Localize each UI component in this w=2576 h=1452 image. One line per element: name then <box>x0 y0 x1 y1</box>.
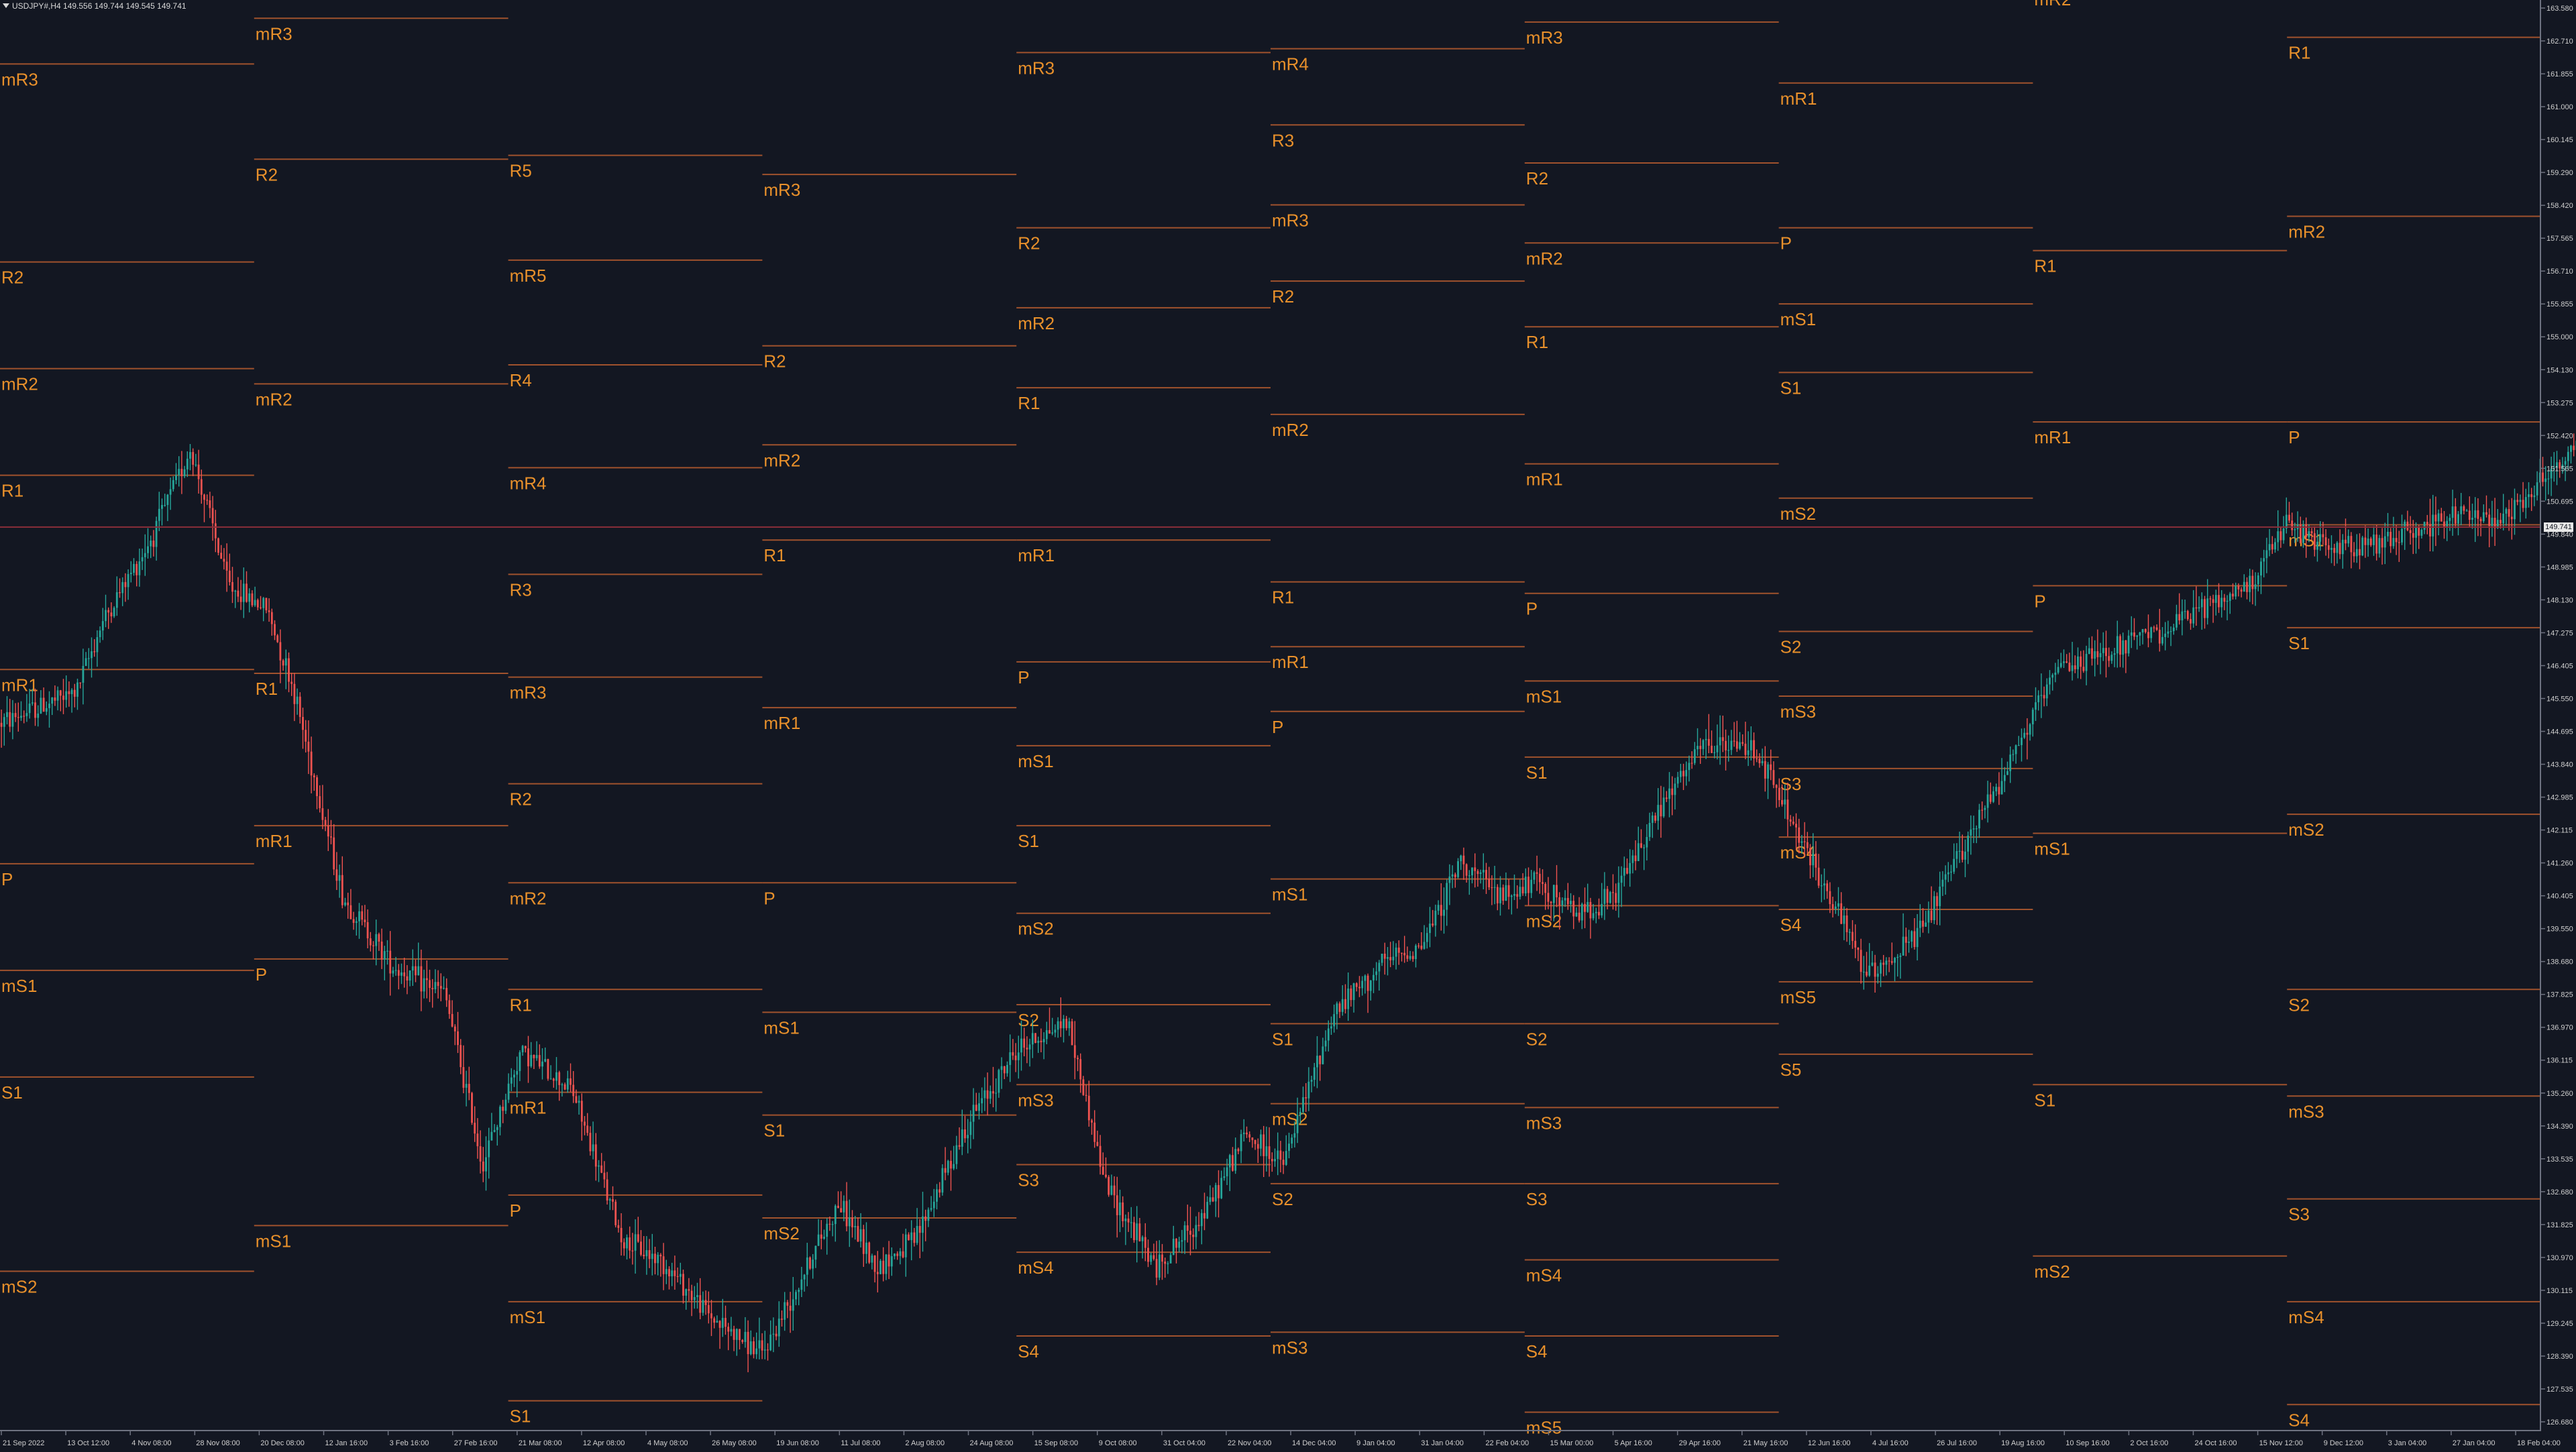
y-axis-tick-label: 160.145 <box>2546 136 2573 144</box>
y-axis-tick-label: 156.710 <box>2546 268 2573 276</box>
x-axis-tick-label: 4 May 08:00 <box>647 1439 688 1447</box>
y-axis-tick-label: 155.855 <box>2546 300 2573 309</box>
x-axis-tick-label: 9 Oct 08:00 <box>1099 1439 1137 1447</box>
y-axis-tick-label: 151.565 <box>2546 465 2573 473</box>
x-axis-tick-label: 15 Nov 12:00 <box>2259 1439 2303 1447</box>
x-axis-tick-label: 26 May 08:00 <box>712 1439 757 1447</box>
candle-body <box>2544 479 2546 482</box>
dropdown-triangle-icon[interactable] <box>3 3 9 8</box>
x-axis-tick-label: 2 Oct 16:00 <box>2130 1439 2168 1447</box>
candle-body <box>2542 473 2544 482</box>
y-axis-tick-label: 134.390 <box>2546 1123 2573 1131</box>
y-axis-tick-label: 152.420 <box>2546 432 2573 440</box>
last-price-tag: 149.741 <box>2544 522 2573 532</box>
x-axis-tick-label: 27 Jan 04:00 <box>2453 1439 2496 1447</box>
y-axis-tick-label: 128.390 <box>2546 1353 2573 1361</box>
x-axis-tick-label: 22 Feb 04:00 <box>1485 1439 1529 1447</box>
x-axis-tick-label: 12 Apr 08:00 <box>583 1439 625 1447</box>
y-axis-tick-label: 154.130 <box>2546 366 2573 374</box>
y-axis-tick-label: 158.420 <box>2546 202 2573 210</box>
x-axis-tick-label: 19 Jun 08:00 <box>776 1439 819 1447</box>
x-axis-tick-label: 15 Mar 00:00 <box>1550 1439 1593 1447</box>
candle-body <box>2570 446 2572 452</box>
y-axis-tick-label: 161.855 <box>2546 70 2573 78</box>
y-axis-tick-label: 159.290 <box>2546 169 2573 177</box>
y-axis-tick-label: 135.260 <box>2546 1090 2573 1098</box>
symbol-quote: USDJPY#,H4 149.556 149.744 149.545 149.7… <box>12 1 186 11</box>
symbol-header[interactable]: USDJPY#,H4 149.556 149.744 149.545 149.7… <box>3 1 186 11</box>
y-axis-tick-label: 161.000 <box>2546 103 2573 111</box>
y-axis-tick-label: 148.130 <box>2546 596 2573 604</box>
x-axis-tick-label: 24 Oct 16:00 <box>2194 1439 2237 1447</box>
x-axis-tick-label: 21 May 16:00 <box>1743 1439 1788 1447</box>
y-axis-tick-label: 132.680 <box>2546 1188 2573 1196</box>
y-axis-tick-label: 127.535 <box>2546 1386 2573 1394</box>
y-axis-tick-label: 140.405 <box>2546 893 2573 901</box>
y-axis-tick-label: 162.710 <box>2546 38 2573 46</box>
y-axis-tick-label: 157.565 <box>2546 235 2573 243</box>
x-axis-tick-label: 4 Jul 16:00 <box>1872 1439 1909 1447</box>
y-axis-tick-label: 146.405 <box>2546 662 2573 670</box>
y-axis-tick-label: 137.825 <box>2546 991 2573 999</box>
x-axis-tick-label: 22 Nov 04:00 <box>1228 1439 1271 1447</box>
candle-body <box>2565 461 2567 464</box>
y-axis-tick-label: 141.260 <box>2546 860 2573 868</box>
x-axis-tick-label: 28 Nov 08:00 <box>196 1439 239 1447</box>
x-axis-tick-label: 4 Nov 08:00 <box>131 1439 171 1447</box>
x-axis-tick-label: 24 Aug 08:00 <box>970 1439 1014 1447</box>
x-axis-tick-label: 14 Dec 04:00 <box>1292 1439 1336 1447</box>
x-axis-tick-label: 12 Jan 16:00 <box>325 1439 368 1447</box>
x-axis-tick-label: 3 Jan 04:00 <box>2388 1439 2427 1447</box>
x-axis-tick-label: 12 Jun 16:00 <box>1808 1439 1851 1447</box>
candle-body <box>2567 452 2569 461</box>
y-axis-tick-label: 130.115 <box>2546 1287 2573 1295</box>
candle-body <box>2548 478 2550 479</box>
x-axis-tick-label: 27 Feb 16:00 <box>454 1439 498 1447</box>
x-axis-tick-label: 3 Feb 16:00 <box>390 1439 429 1447</box>
x-axis-tick-label: 19 Aug 16:00 <box>2001 1439 2045 1447</box>
x-axis-tick-label: 11 Jul 08:00 <box>841 1439 880 1447</box>
y-axis-tick-label: 136.970 <box>2546 1024 2573 1032</box>
x-axis-tick-label: 31 Jan 04:00 <box>1421 1439 1464 1447</box>
y-axis-tick-label: 130.970 <box>2546 1254 2573 1262</box>
x-axis-tick-label: 9 Jan 04:00 <box>1356 1439 1395 1447</box>
y-axis-tick-label: 150.695 <box>2546 498 2573 506</box>
y-axis-tick-label: 155.000 <box>2546 333 2573 341</box>
x-axis-tick-label: 31 Oct 04:00 <box>1163 1439 1205 1447</box>
y-axis-tick-label: 142.115 <box>2546 827 2573 835</box>
y-axis-tick-label: 145.550 <box>2546 695 2573 703</box>
y-axis-tick-label: 143.840 <box>2546 761 2573 769</box>
y-axis-tick-label: 138.680 <box>2546 958 2573 966</box>
x-axis-tick-label: 13 Oct 12:00 <box>67 1439 109 1447</box>
y-axis-tick-label: 142.985 <box>2546 794 2573 802</box>
x-axis-tick-label: 21 Sep 2022 <box>3 1439 44 1447</box>
x-axis-tick-label: 5 Apr 16:00 <box>1615 1439 1652 1447</box>
x-axis-tick-label: 21 Mar 08:00 <box>519 1439 562 1447</box>
candle-body <box>2573 446 2575 450</box>
y-axis-tick-label: 149.840 <box>2546 530 2573 539</box>
y-axis-tick-label: 131.825 <box>2546 1221 2573 1229</box>
y-axis-tick-label: 139.550 <box>2546 926 2573 934</box>
y-axis-tick-label: 163.580 <box>2546 5 2573 13</box>
y-axis-tick-label: 147.275 <box>2546 629 2573 637</box>
y-axis-tick-label: 144.695 <box>2546 728 2573 736</box>
x-axis-tick-label: 9 Dec 12:00 <box>2324 1439 2363 1447</box>
x-axis-tick-label: 2 Aug 08:00 <box>905 1439 945 1447</box>
y-axis-tick-label: 153.275 <box>2546 399 2573 407</box>
y-axis-tick-label: 148.985 <box>2546 563 2573 571</box>
x-axis-tick-label: 26 Jul 16:00 <box>1937 1439 1977 1447</box>
y-axis-tick-label: 126.680 <box>2546 1418 2573 1427</box>
y-axis-tick-label: 129.245 <box>2546 1320 2573 1328</box>
y-axis-tick-label: 136.115 <box>2546 1057 2573 1065</box>
x-axis-tick-label: 29 Apr 16:00 <box>1679 1439 1721 1447</box>
x-axis-tick-label: 20 Dec 08:00 <box>260 1439 304 1447</box>
x-axis-tick-label: 18 Feb 04:00 <box>2517 1439 2561 1447</box>
chart-frame <box>0 0 2541 1431</box>
y-axis-tick-label: 133.535 <box>2546 1156 2573 1164</box>
x-axis-tick-label: 15 Sep 08:00 <box>1034 1439 1078 1447</box>
x-axis-tick-label: 10 Sep 16:00 <box>2065 1439 2109 1447</box>
